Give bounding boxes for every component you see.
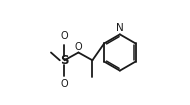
Text: O: O <box>61 79 68 89</box>
Text: O: O <box>61 31 68 41</box>
Text: N: N <box>116 23 124 33</box>
Text: O: O <box>75 42 82 52</box>
Text: S: S <box>60 54 69 67</box>
